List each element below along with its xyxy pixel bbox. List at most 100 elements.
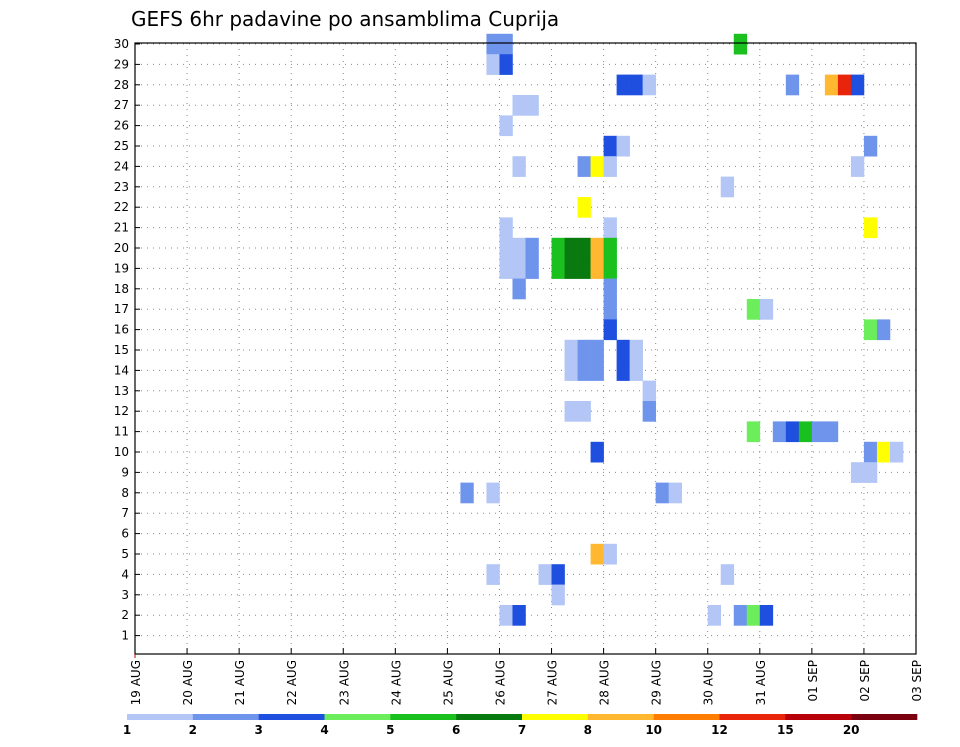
legend-label: 20 <box>843 723 860 737</box>
heatmap-cell <box>616 360 630 381</box>
x-tick-label: 21 AUG <box>233 660 247 705</box>
y-tick-label: 8 <box>121 486 129 500</box>
heatmap-cell <box>733 605 748 626</box>
y-tick-label: 17 <box>114 302 129 316</box>
heatmap-cell <box>603 217 617 239</box>
heatmap-cell <box>616 135 630 157</box>
y-tick-label: 21 <box>114 221 129 235</box>
heatmap-cell <box>850 74 865 96</box>
heatmap-cell <box>512 258 526 279</box>
heatmap-cell <box>629 74 643 96</box>
legend-label: 15 <box>777 723 794 737</box>
legend-swatch <box>851 714 918 720</box>
y-tick-label: 2 <box>121 608 129 622</box>
heatmap-cell <box>577 156 591 177</box>
y-tick-label: 30 <box>114 37 129 51</box>
legend-swatch <box>785 714 852 720</box>
heatmap-cell <box>655 482 669 504</box>
heatmap-cell <box>772 421 787 443</box>
heatmap-cell <box>564 237 578 259</box>
legend-swatch <box>456 714 523 720</box>
heatmap-cell <box>460 482 474 504</box>
heatmap-cell <box>499 605 513 626</box>
y-tick-label: 6 <box>121 527 129 541</box>
heatmap-cell <box>876 319 891 341</box>
heatmap-cell <box>824 74 839 96</box>
heatmap-cell <box>863 441 878 463</box>
y-tick-label: 23 <box>114 180 129 194</box>
heatmap-cell <box>499 217 513 239</box>
heatmap-cell <box>577 339 591 361</box>
heatmap-cell <box>525 95 539 116</box>
heatmap-cell <box>642 401 656 422</box>
heatmap-cell <box>499 33 513 55</box>
y-tick-label: 4 <box>121 567 129 581</box>
x-tick-label: 27 AUG <box>546 660 560 705</box>
y-tick-label: 26 <box>114 119 129 133</box>
y-tick-label: 24 <box>114 159 129 173</box>
heatmap-cell <box>525 258 539 279</box>
heatmap-cell <box>512 278 526 300</box>
heatmap-cell <box>499 115 513 137</box>
heatmap-cell <box>603 258 617 279</box>
heatmap-cell <box>733 33 748 55</box>
heatmap-cell <box>486 54 500 75</box>
heatmap-cell <box>603 237 617 259</box>
y-tick-label: 13 <box>114 384 129 398</box>
heatmap-cells <box>460 33 904 626</box>
color-legend: 1 2 3 4 5 6 7 8 10 12 15 20 <box>123 714 918 737</box>
x-tick-label: 24 AUG <box>389 660 403 705</box>
y-tick-label: 1 <box>121 629 129 643</box>
heatmap-cell <box>603 319 617 341</box>
legend-label: 7 <box>518 723 526 737</box>
plot-frame <box>134 42 917 655</box>
y-tick-label: 3 <box>121 588 129 602</box>
legend-label: 8 <box>584 723 592 737</box>
heatmap-cell <box>499 237 513 259</box>
y-tick-label: 14 <box>114 363 129 377</box>
heatmap-cell <box>564 360 578 381</box>
heatmap-cell <box>863 319 878 341</box>
x-tick-label: 26 AUG <box>493 660 507 705</box>
heatmap-cell <box>564 401 578 422</box>
y-tick-label: 7 <box>121 506 129 520</box>
legend-swatch <box>653 714 720 720</box>
x-tick-label: 22 AUG <box>285 660 299 705</box>
heatmap-cell <box>538 564 552 585</box>
x-tick-label: 23 AUG <box>337 660 351 705</box>
heatmap-cell <box>603 135 617 157</box>
y-tick-label: 9 <box>121 465 129 479</box>
heatmap-cell <box>876 441 891 463</box>
heatmap-cell <box>512 237 526 259</box>
x-tick-label: 30 AUG <box>702 660 716 705</box>
heatmap-cell <box>889 441 904 463</box>
x-tick-label: 25 AUG <box>441 660 455 705</box>
legend-swatch <box>127 714 194 720</box>
heatmap-cell <box>603 278 617 300</box>
heatmap-cell <box>824 421 839 443</box>
legend-label: 6 <box>452 723 460 737</box>
heatmap-cell <box>629 339 643 361</box>
heatmap-cell <box>785 421 800 443</box>
y-tick-label: 27 <box>114 98 129 112</box>
heatmap-cell <box>590 441 604 463</box>
y-axis: 1234567891011121314151617181920212223242… <box>114 37 140 643</box>
heatmap-cell <box>863 135 878 157</box>
heatmap-cell <box>863 217 878 239</box>
heatmap-cell <box>577 197 591 218</box>
legend-swatch <box>719 714 786 720</box>
y-tick-label: 22 <box>114 200 129 214</box>
y-tick-label: 20 <box>114 241 129 255</box>
legend-swatch <box>587 714 654 720</box>
heatmap-cell <box>707 605 722 626</box>
legend-label: 2 <box>189 723 197 737</box>
heatmap-cell <box>499 54 513 75</box>
legend-swatch <box>390 714 457 720</box>
legend-label: 5 <box>386 723 394 737</box>
heatmap-cell <box>577 237 591 259</box>
legend-label: 4 <box>320 723 328 737</box>
legend-swatch <box>192 714 259 720</box>
heatmap-cell <box>603 299 617 320</box>
heatmap-cell <box>746 299 761 320</box>
